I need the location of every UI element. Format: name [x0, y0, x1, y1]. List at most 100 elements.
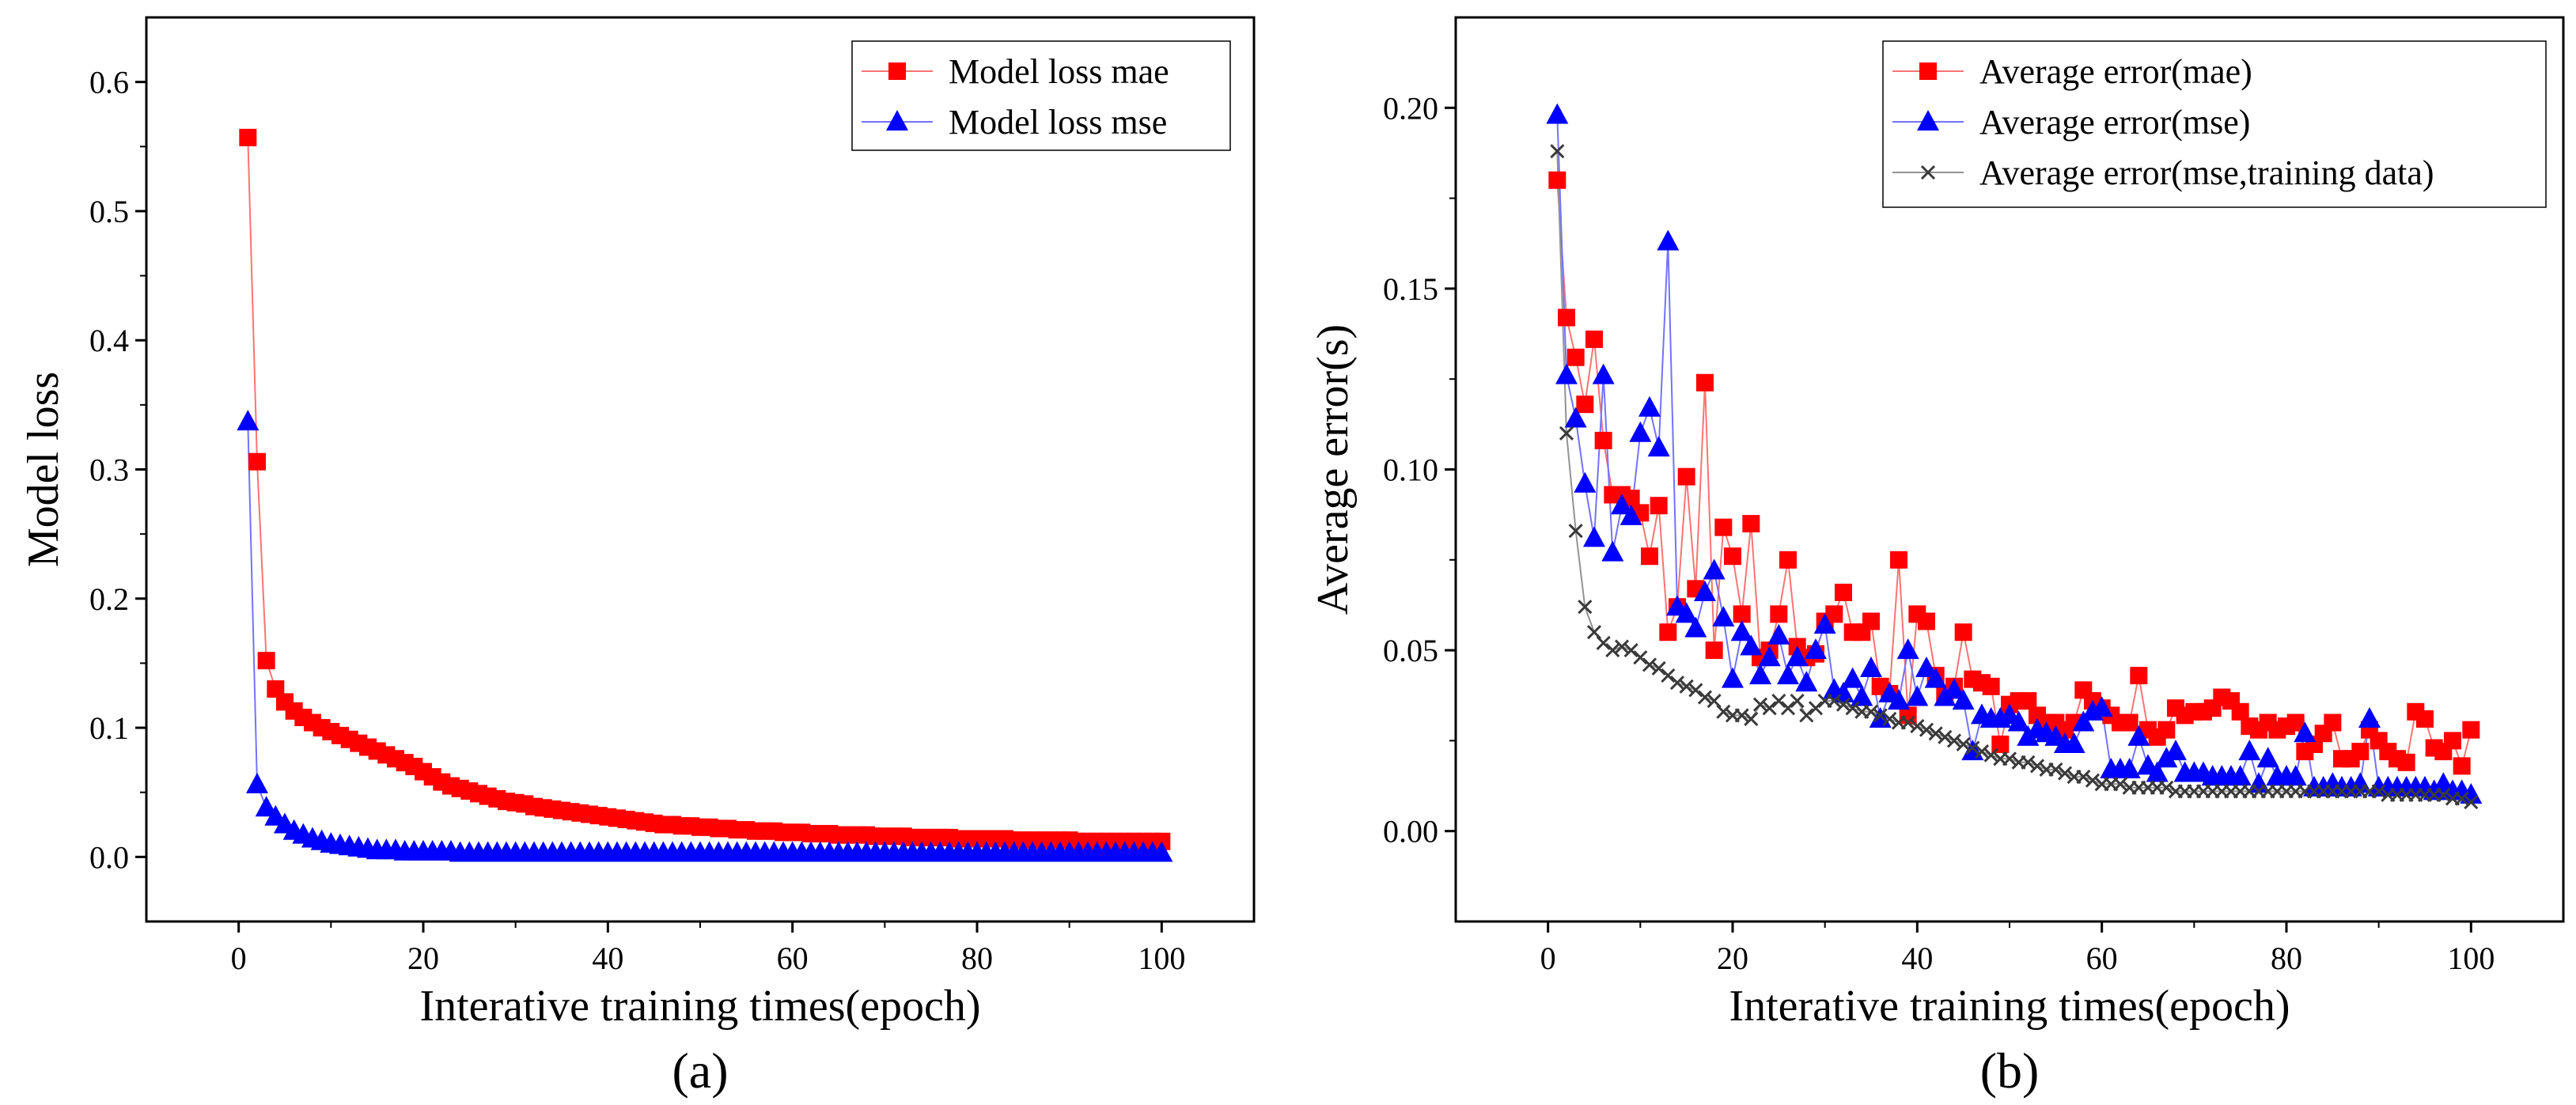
data-point — [2358, 706, 2381, 728]
x-tick-label: 100 — [1138, 940, 1185, 976]
data-point — [1906, 685, 1929, 706]
data-point — [1770, 605, 1788, 623]
data-point — [1813, 613, 1836, 634]
x-tick-label: 0 — [231, 940, 247, 976]
data-point — [1744, 711, 1759, 727]
data-point — [1585, 330, 1603, 348]
data-point — [1733, 605, 1751, 623]
data-point — [1786, 645, 1809, 667]
y-tick-label: 0.1 — [89, 710, 129, 746]
data-point — [1835, 697, 1851, 712]
data-point — [1564, 407, 1587, 428]
data-point — [1974, 744, 1990, 759]
x-axis-label-a: Interative training times(epoch) — [419, 982, 980, 1031]
data-point — [1633, 650, 1648, 665]
data-point — [1943, 678, 1965, 699]
data-point — [1669, 675, 1685, 691]
data-point — [1758, 645, 1781, 667]
data-point — [1938, 729, 1953, 744]
data-point — [1771, 694, 1786, 709]
data-point — [1592, 363, 1615, 384]
legend-marker — [1919, 62, 1937, 80]
data-point — [255, 796, 278, 817]
caption-b: (b) — [1980, 1043, 2040, 1099]
data-point — [1888, 689, 1910, 710]
y-tick-label: 0.6 — [89, 65, 129, 100]
data-point — [2416, 710, 2434, 728]
data-point — [2464, 795, 2479, 810]
data-point — [1777, 664, 1799, 685]
data-point — [1712, 605, 1735, 626]
legend-box-a — [851, 40, 1231, 151]
data-point — [1851, 685, 1873, 706]
data-point — [1946, 733, 1962, 748]
data-point — [1555, 363, 1578, 384]
plot-frame-a — [145, 16, 1256, 923]
data-point — [1574, 471, 1597, 493]
legend-marker — [1920, 165, 1936, 180]
data-point — [1638, 395, 1661, 417]
data-point — [1583, 526, 1605, 547]
legend-marker — [886, 110, 908, 131]
data-point — [2462, 721, 2480, 739]
data-point — [1614, 639, 1630, 654]
data-point — [1650, 497, 1668, 515]
data-point — [1661, 668, 1676, 683]
data-point — [1578, 600, 1593, 615]
data-point — [2007, 710, 2030, 732]
data-point — [1659, 623, 1677, 641]
data-point — [1752, 697, 1768, 712]
legend-a: Model loss mae Model loss mse — [851, 40, 1231, 151]
data-point — [1862, 612, 1880, 630]
data-point — [1697, 690, 1713, 705]
data-point — [2063, 732, 2085, 753]
y-tick-label: 0.10 — [1383, 452, 1438, 488]
data-point — [2444, 732, 2461, 750]
data-point — [1982, 677, 2000, 695]
data-point — [1705, 641, 1723, 660]
data-point — [1918, 612, 1935, 630]
data-point — [1550, 144, 1565, 159]
data-point — [248, 452, 266, 471]
data-point — [1795, 671, 1818, 692]
x-tick-label: 20 — [1717, 940, 1748, 976]
data-point — [1954, 623, 1972, 641]
data-point — [1619, 504, 1642, 525]
y-axis-label-b: Average error(s) — [1309, 324, 1358, 615]
x-axis-label-b: Interative training times(epoch) — [1729, 982, 2290, 1031]
data-point — [1740, 634, 1763, 656]
data-point — [2021, 755, 2036, 770]
data-point — [1568, 524, 1583, 539]
y-axis-label-a: Model loss — [19, 372, 68, 567]
data-point — [1688, 683, 1703, 698]
data-point — [2085, 773, 2101, 788]
panel-b: 0 20 40 60 80 100 0.00 0.05 0.10 0.15 0.20 Interat… — [1309, 16, 2565, 1099]
legend-label-mse: Model loss mse — [949, 103, 1167, 142]
data-point — [2057, 766, 2073, 781]
data-point — [1919, 722, 1934, 737]
y-tick-label: 0.05 — [1383, 633, 1438, 668]
data-point — [2146, 761, 2169, 782]
data-point — [2294, 721, 2317, 743]
axis-ticks-a: 0 20 40 60 80 100 0.0 0.1 0.2 0.3 0.4 0.5 0.6 — [89, 65, 1185, 976]
x-tick-label: 40 — [1901, 940, 1933, 976]
data-point — [1835, 583, 1852, 601]
data-point — [1742, 515, 1760, 533]
data-point — [1749, 664, 1771, 685]
data-point — [1622, 490, 1640, 508]
legend-label-avg-mae: Average error(mae) — [1979, 52, 2252, 91]
data-point — [1566, 348, 1585, 366]
data-point — [1779, 551, 1797, 569]
y-tick-label: 0.2 — [89, 581, 129, 617]
data-point — [1647, 436, 1670, 457]
data-point — [1762, 701, 1777, 716]
legend-label-mae: Model loss mae — [949, 52, 1169, 91]
data-point — [2157, 721, 2176, 739]
plot-marks-b — [1546, 103, 2483, 810]
data-point — [2019, 692, 2037, 710]
data-point — [1605, 643, 1620, 658]
data-point — [1694, 580, 1716, 601]
y-tick-label: 0.5 — [89, 194, 129, 229]
data-point — [1601, 540, 1624, 562]
data-point — [2130, 667, 2148, 685]
